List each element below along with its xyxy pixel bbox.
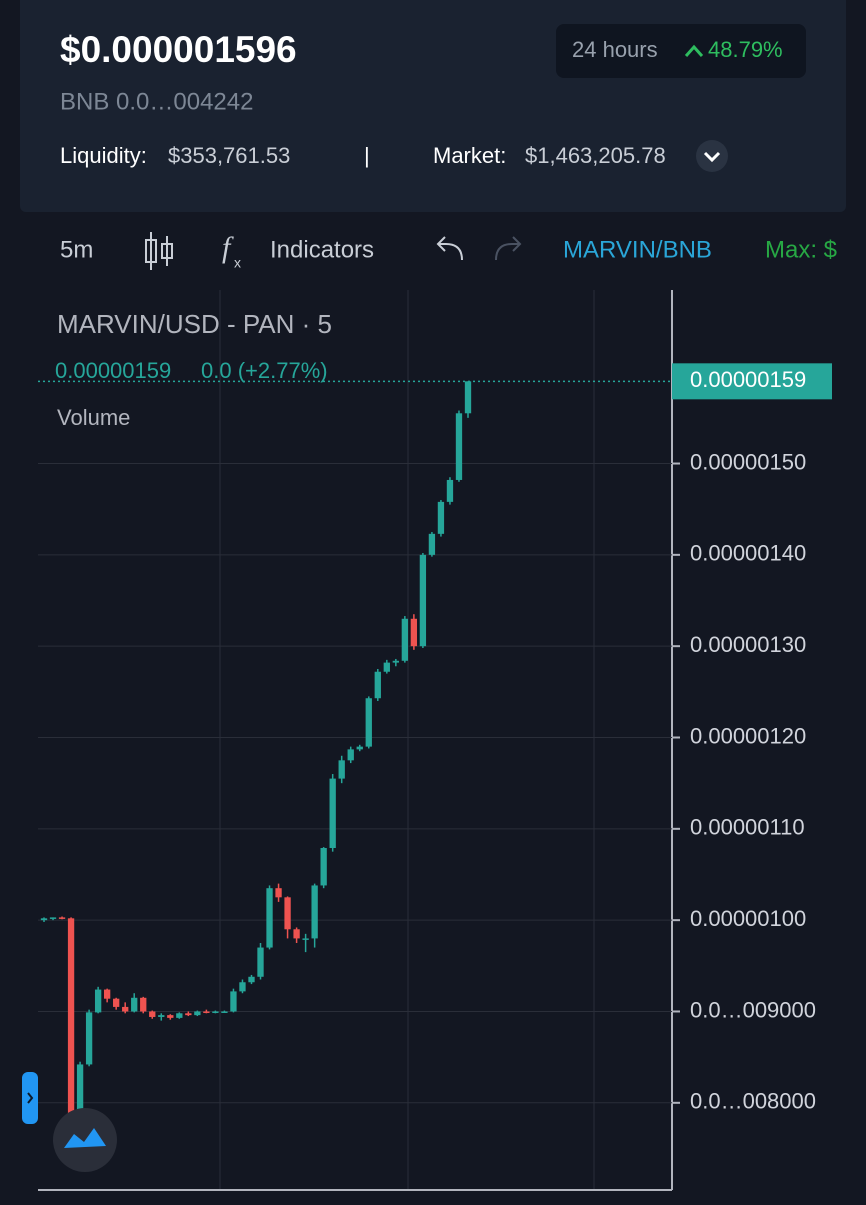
fx-icon-x: x <box>234 255 241 271</box>
candle-body <box>67 918 75 1117</box>
candle-body <box>94 989 102 1013</box>
logo-icon <box>64 1128 106 1148</box>
legend-change: 0.0 (+2.77%) <box>201 358 328 383</box>
price-tag-label: 0.00000159 <box>690 367 806 392</box>
candle-body <box>446 479 454 502</box>
candle-body <box>302 938 309 940</box>
candle-body <box>257 947 264 977</box>
candle-body <box>284 897 291 930</box>
legend-price: 0.00000159 <box>55 358 171 383</box>
y-tick-label: 0.00000110 <box>690 815 805 840</box>
candle-icon[interactable] <box>145 232 173 270</box>
change: 48.79% <box>708 37 783 62</box>
candle-body <box>176 1013 183 1018</box>
candle-body <box>383 662 390 672</box>
indicators[interactable]: Indicators <box>270 236 374 263</box>
candle-body <box>266 888 273 948</box>
candle-body <box>248 976 255 983</box>
price-tag <box>672 363 832 400</box>
candle-body <box>374 671 381 699</box>
candle-body <box>428 533 436 555</box>
volume-label: Volume <box>57 405 130 430</box>
candle-body <box>131 997 138 1012</box>
candle-body <box>140 997 147 1012</box>
undo[interactable] <box>436 236 463 261</box>
candle-body <box>76 1064 84 1117</box>
time-grid <box>219 290 595 1190</box>
candle-body <box>113 998 120 1007</box>
price: $0.000001596 <box>60 29 297 70</box>
plot: 0.0…008000 0.0…009000 0.00000100 0.00000110… <box>38 380 816 1140</box>
liquidity: $353,761.53 <box>168 143 290 168</box>
candle-body <box>338 760 345 779</box>
candle-body <box>122 1006 129 1012</box>
logo-button[interactable] <box>53 1108 117 1172</box>
candle-body <box>455 413 463 480</box>
candle-body <box>49 917 57 919</box>
candle-body <box>329 778 336 849</box>
interval[interactable]: 5m <box>60 236 93 263</box>
candle-body <box>239 982 246 992</box>
pair[interactable]: MARVIN/BNB <box>563 236 712 263</box>
change-badge <box>556 24 806 78</box>
market-label: Market: <box>433 143 506 168</box>
candle-body <box>293 929 300 939</box>
y-tick-label: 0.0…009000 <box>690 997 816 1022</box>
up-chevron <box>684 44 704 57</box>
candle-body <box>356 746 363 750</box>
candle-body <box>203 1011 210 1013</box>
chart-title: MARVIN/USD - PAN · 5 <box>57 309 332 339</box>
candle-body <box>194 1011 201 1016</box>
candle-body <box>320 848 327 886</box>
side-tab[interactable] <box>22 1072 38 1124</box>
y-tick-label: 0.00000120 <box>690 723 806 748</box>
candle-body <box>185 1013 192 1016</box>
redo[interactable] <box>495 236 522 261</box>
expand-chevron <box>703 151 721 163</box>
candle-body <box>221 1011 228 1013</box>
y-tick-label: 0.00000150 <box>690 449 806 474</box>
candle-body <box>58 917 66 919</box>
expand-button[interactable] <box>696 140 728 172</box>
candle-body <box>410 618 418 647</box>
liquidity-label: Liquidity: <box>60 143 147 168</box>
candle-body <box>419 554 427 647</box>
candle-body <box>365 698 372 747</box>
separator: | <box>364 143 370 168</box>
y-tick-label: 0.00000140 <box>690 541 806 566</box>
candle-body <box>103 989 111 999</box>
max: Max: $ <box>765 236 837 263</box>
candle-body <box>464 381 472 414</box>
candle-body <box>437 501 445 534</box>
candle-body <box>347 749 354 761</box>
y-tick-label: 0.0…008000 <box>690 1089 816 1114</box>
y-tick-label: 0.00000130 <box>690 632 806 657</box>
candle-body <box>401 618 409 661</box>
candle-body <box>212 1011 219 1013</box>
candle-body <box>158 1015 165 1017</box>
candle-body <box>149 1011 156 1017</box>
period: 24 hours <box>572 37 658 62</box>
y-tick-label: 0.00000100 <box>690 906 806 931</box>
candle-body <box>392 660 399 663</box>
market: $1,463,205.78 <box>525 143 666 168</box>
candle-body <box>275 888 282 898</box>
candle-body <box>167 1015 174 1018</box>
pair-price: BNB 0.0…004242 <box>60 88 253 115</box>
candle-body <box>311 885 318 939</box>
candle-body <box>40 918 48 921</box>
side-tab-arrow <box>27 1092 34 1104</box>
candle-body <box>230 991 237 1012</box>
candle-body <box>85 1012 93 1065</box>
